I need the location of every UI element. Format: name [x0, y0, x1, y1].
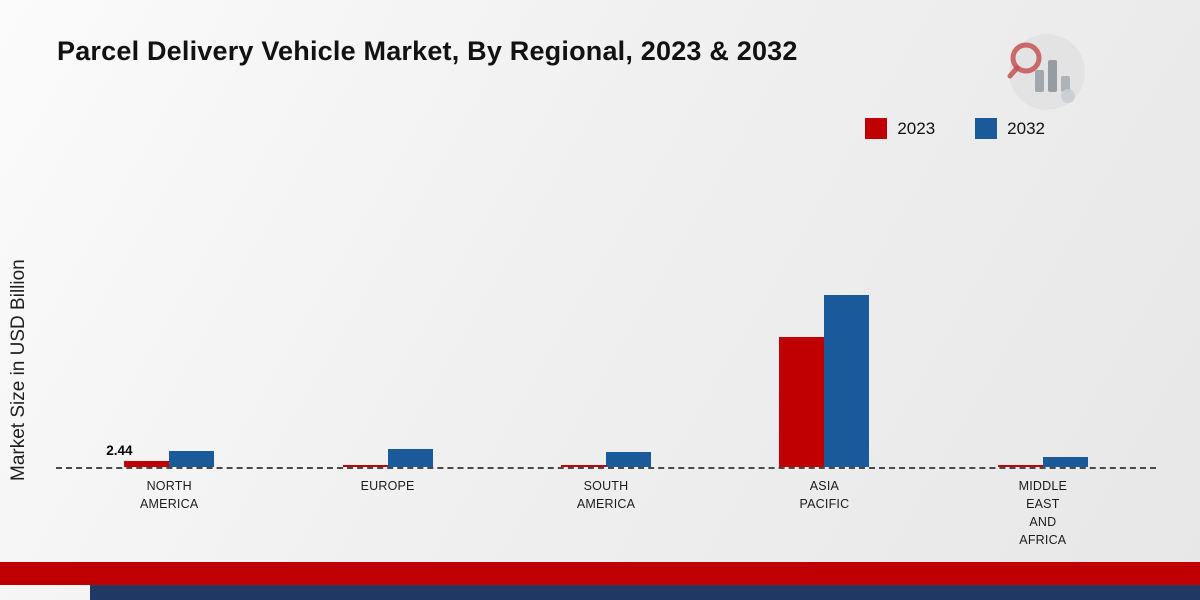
bar-2023-asia-pacific	[779, 336, 825, 467]
legend-item-2023: 2023	[865, 118, 935, 139]
bar-group-middle-east-and-africa: MIDDLE EAST AND AFRICA	[934, 167, 1152, 550]
bars	[342, 167, 433, 467]
footer-navy-band	[90, 585, 1200, 600]
legend-swatch-2023	[865, 118, 888, 139]
legend-item-2032: 2032	[975, 118, 1045, 139]
bar-2032-europe	[387, 448, 433, 467]
bar-group-south-america: SOUTH AMERICA	[497, 167, 715, 550]
bars	[997, 167, 1088, 467]
analytics-logo-icon	[1007, 34, 1085, 110]
bar-2023-middle-east-and-africa	[997, 465, 1043, 467]
legend-label-2032: 2032	[1007, 118, 1045, 138]
x-axis-baseline	[56, 467, 1156, 469]
y-axis-label: Market Size in USD Billion	[8, 259, 29, 481]
bars: 2.44	[106, 167, 215, 467]
bars	[779, 167, 870, 467]
footer-red-band	[0, 562, 1200, 585]
category-label-europe: EUROPE	[360, 479, 415, 493]
bar-2023-europe	[342, 464, 388, 467]
bar-value-label: 2.44	[106, 442, 133, 458]
bars	[561, 167, 652, 467]
bar-group-asia-pacific: ASIA PACIFIC	[715, 167, 933, 550]
bar-2032-south-america	[606, 451, 652, 467]
bar-2023-south-america	[561, 464, 607, 467]
category-label-south-america: SOUTH AMERICA	[576, 479, 636, 512]
legend-label-2023: 2023	[897, 118, 936, 138]
chart-title: Parcel Delivery Vehicle Market, By Regio…	[57, 36, 798, 66]
bar-group-europe: EUROPE	[278, 167, 496, 550]
bar-2032-middle-east-and-africa	[1042, 456, 1088, 467]
category-label-asia-pacific: ASIA PACIFIC	[799, 479, 850, 512]
legend: 2023 2032	[865, 118, 1045, 139]
brand-logo	[1002, 30, 1088, 121]
category-label-north-america: NORTH AMERICA	[140, 479, 199, 512]
category-label-middle-east-and-africa: MIDDLE EAST AND AFRICA	[1018, 479, 1068, 548]
bar-2032-north-america	[169, 451, 215, 467]
bar-group-north-america: 2.44 NORTH AMERICA	[60, 167, 278, 550]
legend-swatch-2032	[975, 118, 998, 139]
bar-2023-north-america: 2.44	[106, 443, 170, 467]
chart: 2.44 NORTH AMERICA EUROPE SOUTH AMERICA ASIA…	[56, 167, 1156, 550]
bar-2032-asia-pacific	[824, 294, 870, 467]
